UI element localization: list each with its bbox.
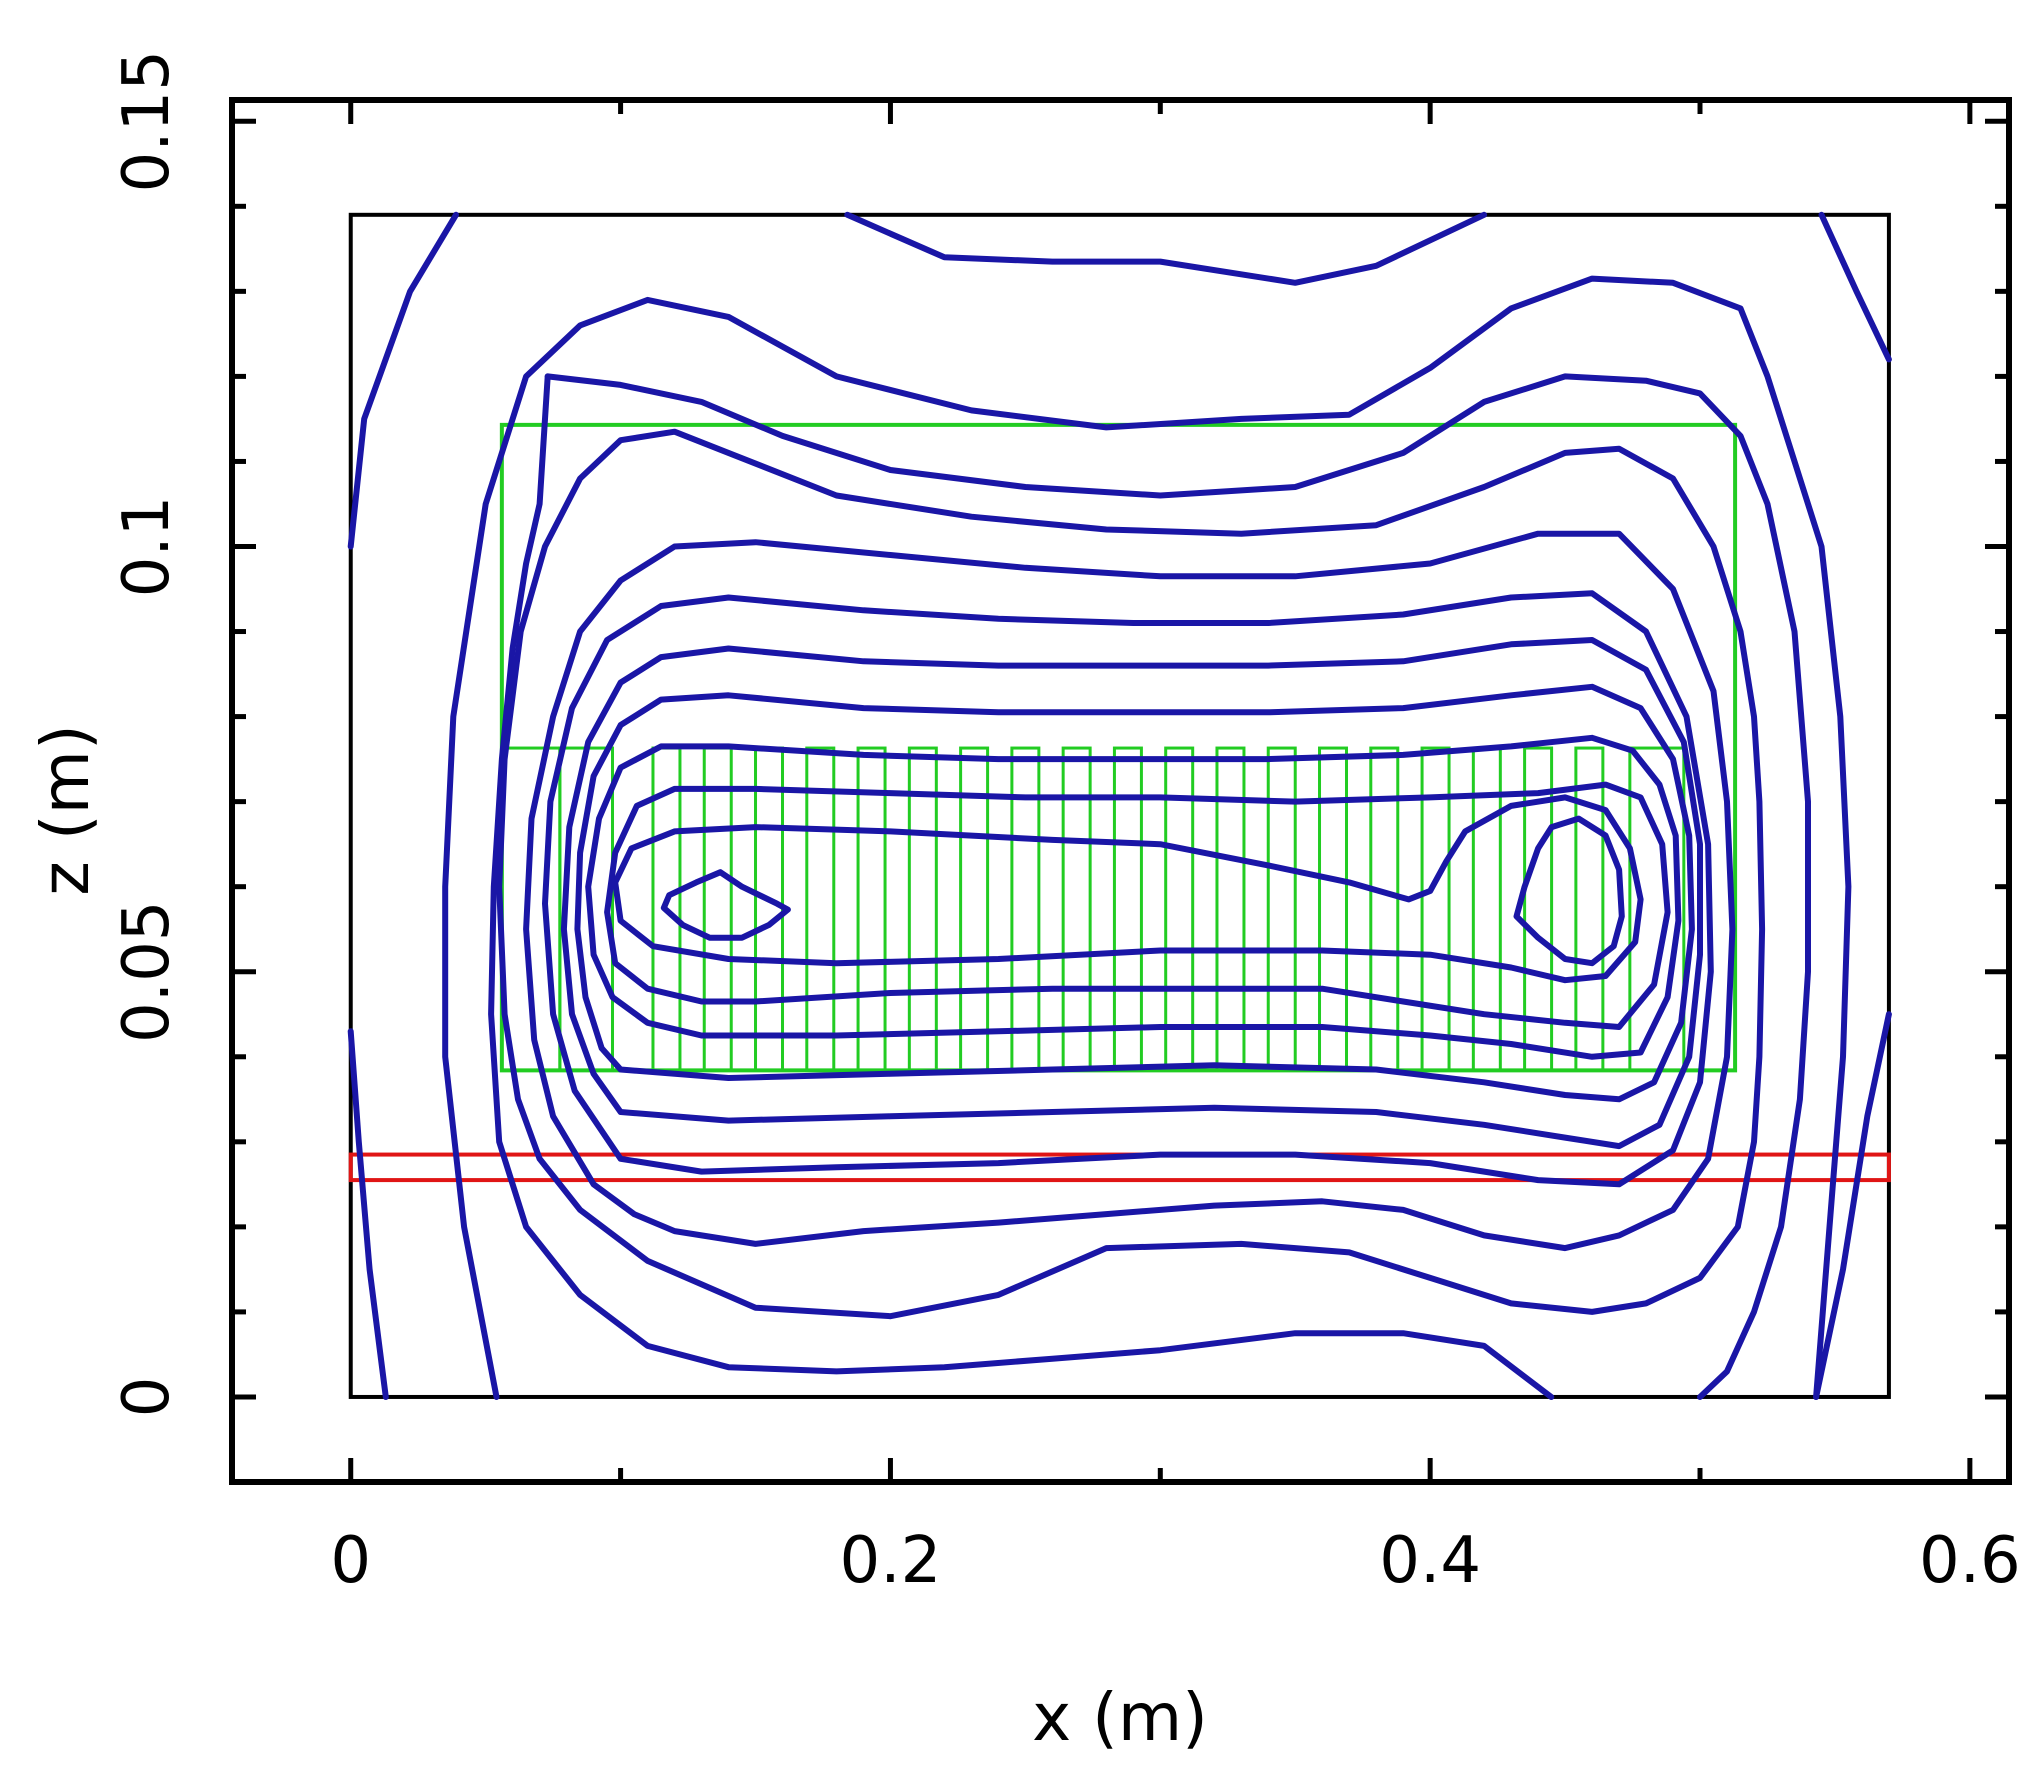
contour-line-16 [612, 794, 1644, 984]
contour-line-8 [488, 373, 1555, 1400]
x-tick-label-3: 0.4 [1379, 1524, 1481, 1598]
fin-rect-15 [1266, 746, 1297, 1072]
contour-line-3 [1818, 211, 1892, 363]
fin-rect-20 [1523, 746, 1554, 1072]
contour-lines [347, 211, 1892, 1400]
contour-line-1 [347, 211, 459, 550]
contour-line-5 [844, 211, 1488, 286]
fin-rect-14 [1215, 746, 1246, 1072]
contour-line-2 [347, 1028, 389, 1400]
fin-rect-16 [1318, 746, 1349, 1072]
x-tick-label-4: 0.6 [1919, 1524, 2021, 1598]
contour-line-10 [523, 530, 1736, 1252]
contour-line-6 [442, 275, 1852, 1400]
contour-line-18 [1513, 815, 1625, 967]
fin-rect-13 [1164, 746, 1195, 1072]
contour-line-17 [660, 869, 791, 941]
fin-rect-5 [754, 746, 785, 1072]
fin-rect-18 [1420, 746, 1451, 1072]
tick-labels: 0 0.2 0.4 0.6 0 0.05 0.1 0.15 [110, 50, 2021, 1598]
contour-line-11 [542, 590, 1714, 1188]
plot-frame [229, 97, 2012, 1485]
fin-rect-4 [702, 746, 733, 1072]
contour-line-4 [1813, 1011, 1892, 1400]
x-axis-title: x (m) [1032, 1679, 1208, 1756]
fin-rect-6 [805, 746, 836, 1072]
contour-line-14 [585, 734, 1682, 1060]
axes-frame [229, 97, 2012, 1485]
x-tick-label-1: 0 [330, 1524, 371, 1598]
axis-ticks [232, 100, 2009, 1482]
y-tick-label-1: 0 [110, 1377, 184, 1418]
y-axis-title: z (m) [27, 724, 104, 895]
contour-line-9 [496, 428, 1766, 1320]
contour-line-12 [560, 637, 1703, 1150]
domain-rect [348, 212, 1891, 1399]
y-tick-label-3: 0.1 [110, 496, 184, 598]
domain-boundary [348, 212, 1891, 1399]
fin-rect-21 [1574, 746, 1605, 1072]
y-tick-label-4: 0.15 [110, 50, 184, 193]
contour-line-13 [574, 683, 1695, 1103]
contour-line-15 [604, 781, 1671, 1030]
contour-line-7 [544, 373, 1811, 1400]
x-tick-label-2: 0.2 [840, 1524, 942, 1598]
y-tick-label-2: 0.05 [110, 900, 184, 1043]
fin-rect-7 [856, 746, 887, 1072]
